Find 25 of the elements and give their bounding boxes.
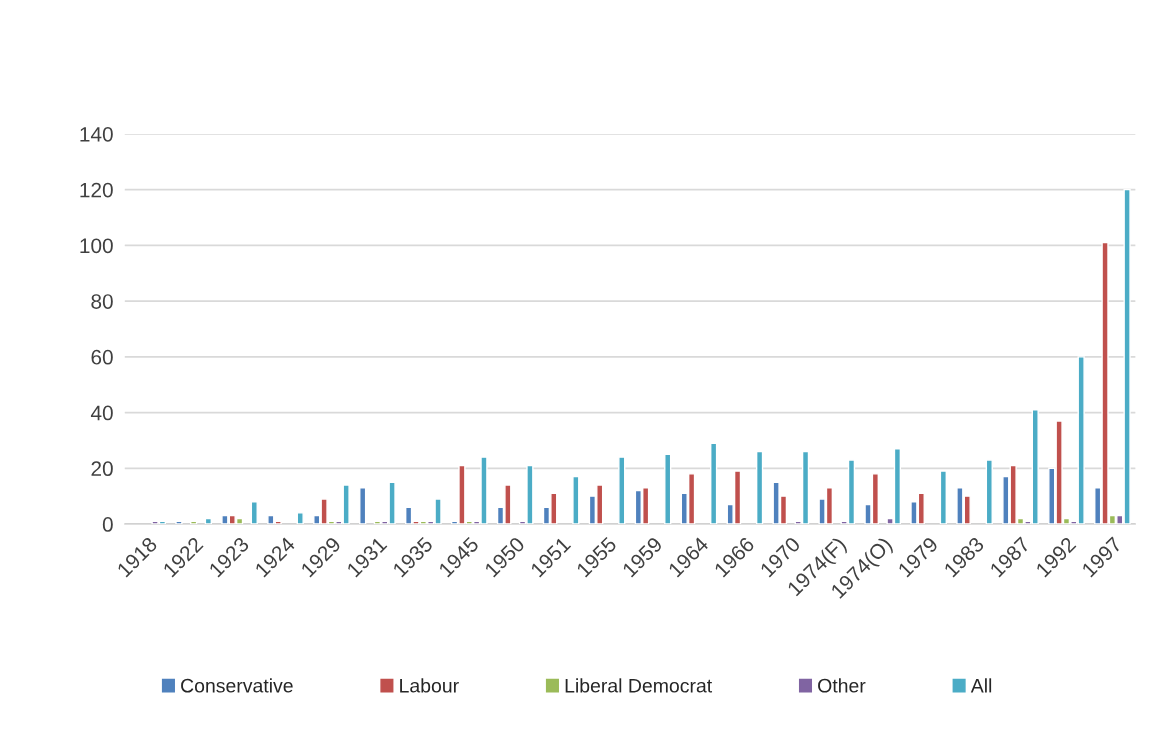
legend-label: Liberal Democrat <box>565 678 713 693</box>
bar <box>572 475 580 525</box>
y-tick-label: 20 <box>91 461 113 477</box>
legend-label: Other <box>818 678 866 693</box>
legend-label: Labour <box>400 678 459 693</box>
y-tick-label: 0 <box>102 517 113 532</box>
bar <box>939 470 947 525</box>
y-tick-label: 140 <box>80 126 113 142</box>
bar <box>755 450 764 525</box>
legend-label: Conservative <box>181 678 293 693</box>
bar <box>664 453 672 525</box>
bar <box>359 487 367 525</box>
bar <box>985 459 993 525</box>
y-tick-label: 40 <box>90 405 113 421</box>
y-tick-label: 60 <box>91 349 113 365</box>
bar <box>204 517 212 525</box>
bar <box>710 442 718 525</box>
bar <box>175 520 183 525</box>
bar <box>618 456 626 525</box>
legend-label: All <box>970 678 992 693</box>
y-tick-label: 120 <box>80 182 113 198</box>
y-tick-label: 100 <box>80 238 113 254</box>
bar <box>296 512 304 525</box>
bar <box>250 501 258 525</box>
y-tick-label: 80 <box>91 294 113 309</box>
